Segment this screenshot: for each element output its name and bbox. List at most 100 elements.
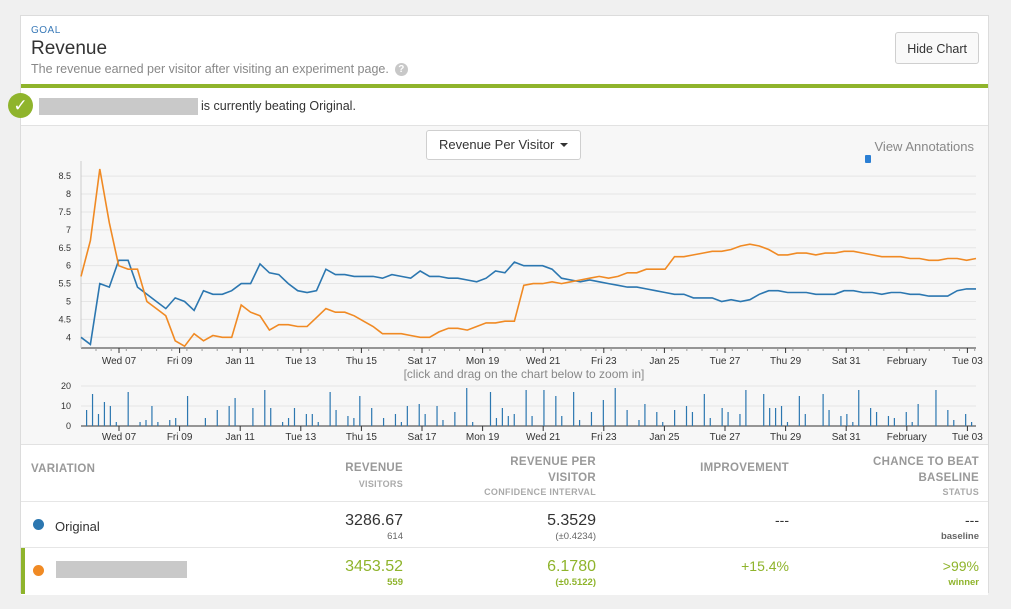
nav-x-tick-label: Sat 31: [832, 432, 861, 443]
view-annotations-link[interactable]: View Annotations: [874, 139, 975, 154]
x-tick-label: Tue 13: [285, 356, 316, 367]
nav-bar: [656, 412, 658, 426]
nav-x-tick-label: Sat 17: [408, 432, 437, 443]
nav-bar: [347, 416, 349, 426]
x-tick-label: Tue 27: [710, 356, 741, 367]
nav-bar: [917, 404, 919, 426]
nav-bar: [466, 388, 468, 426]
revenue-chart[interactable]: 4 4.5 5 5.5 6 6.5 7 7.5 8 8.5 Wed 07 Fri 09 Jan 11 Tu…: [21, 126, 988, 444]
nav-bar: [745, 390, 747, 426]
nav-bar: [424, 414, 426, 426]
nav-x-tick-label: February: [887, 432, 927, 443]
caret-down-icon: [560, 143, 569, 147]
nav-bar: [786, 422, 789, 426]
nav-bar: [703, 394, 705, 426]
winner-banner: ✓ is currently beating Original.: [8, 88, 988, 126]
x-tick-label: Sat 31: [832, 356, 861, 367]
nav-bar: [590, 412, 593, 426]
x-tick-label: Mon 19: [466, 356, 500, 367]
y-tick-label: 5.5: [58, 279, 71, 289]
nav-bar: [103, 402, 106, 426]
nav-x-tick-label: Thu 29: [770, 432, 802, 443]
nav-y-tick-label: 20: [61, 381, 71, 391]
nav-bar: [644, 404, 646, 426]
nav-bar: [573, 392, 575, 426]
nav-x-tick-label: Wed 07: [102, 432, 137, 443]
nav-bar: [893, 418, 895, 426]
nav-bar: [561, 416, 563, 426]
nav-bar: [501, 408, 503, 426]
header-chance-line1: CHANCE TO BEAT: [873, 456, 979, 468]
variation-name: Original: [55, 519, 100, 534]
nav-bar: [739, 414, 741, 426]
y-tick-label: 6.5: [58, 243, 71, 253]
x-tick-label: Tue 03: [952, 356, 983, 367]
nav-bar: [442, 420, 444, 426]
nav-bar: [145, 420, 147, 426]
x-tick-label: Wed 07: [102, 356, 137, 367]
nav-bar: [531, 416, 533, 426]
goal-label: GOAL: [31, 25, 61, 36]
nav-bar: [418, 404, 420, 426]
series-line-variation: [80, 168, 977, 348]
nav-bar: [727, 412, 729, 426]
y-tick-label: 7.5: [58, 207, 71, 217]
nav-bar: [905, 412, 907, 426]
goal-description-text: The revenue earned per visitor after vis…: [31, 62, 389, 76]
chart-area[interactable]: 4 4.5 5 5.5 6 6.5 7 7.5 8 8.5 Wed 07 Fri 09 Jan 11 Tu…: [21, 126, 988, 444]
nav-bar: [875, 412, 878, 426]
x-tick-label: Wed 21: [526, 356, 561, 367]
rpv-value: 5.3529: [547, 512, 596, 529]
x-tick-label: Fri 23: [591, 356, 617, 367]
nav-bar: [763, 394, 765, 426]
metric-selector[interactable]: Revenue Per Visitor: [426, 130, 582, 160]
y-tick-label: 6: [66, 261, 71, 271]
y-tick-label: 4.5: [58, 314, 71, 324]
nav-bar: [828, 410, 830, 426]
nav-bar: [157, 422, 159, 426]
x-tick-label: Sat 17: [408, 356, 437, 367]
nav-bar: [270, 408, 272, 426]
nav-bar: [495, 418, 498, 426]
nav-bar: [769, 408, 771, 426]
goal-card: GOAL Revenue The revenue earned per visi…: [8, 15, 989, 595]
nav-bar: [329, 392, 331, 426]
goal-title: Revenue: [31, 38, 108, 59]
nav-bar: [887, 416, 890, 426]
nav-y-tick-label: 0: [66, 421, 71, 431]
header-rpv-line2: VISITOR: [548, 472, 596, 484]
nav-bar: [870, 408, 872, 426]
y-tick-label: 7: [66, 225, 71, 235]
rpv-value: 6.1780: [547, 558, 596, 575]
redacted-variation-name: [56, 561, 187, 578]
nav-bar: [709, 418, 711, 426]
nav-bar: [287, 418, 290, 426]
series-line-original: [80, 259, 976, 346]
check-icon: ✓: [8, 93, 33, 118]
table-row-original[interactable]: Original 3286.67 614 5.3529 (±0.4234) --…: [21, 501, 988, 548]
nav-bar: [228, 406, 230, 426]
accent-divider: [21, 84, 988, 88]
nav-x-tick-label: Jan 25: [649, 432, 679, 443]
confidence-interval: (±0.4234): [555, 531, 596, 542]
improvement-value: ---: [775, 512, 789, 528]
table-row-variation[interactable]: 3453.52 559 6.1780 (±0.5122) +15.4% >99%…: [21, 547, 988, 594]
header-variation: VARIATION: [31, 463, 96, 475]
nav-bar: [454, 412, 456, 426]
nav-bar: [359, 396, 361, 426]
nav-bar: [175, 418, 177, 426]
nav-bar: [264, 390, 266, 426]
nav-x-tick-label: Thu 15: [346, 432, 378, 443]
nav-bar: [400, 422, 402, 426]
nav-bar: [293, 408, 296, 426]
x-tick-label: Jan 25: [649, 356, 679, 367]
help-icon[interactable]: ?: [394, 63, 408, 76]
nav-bar: [353, 418, 355, 426]
hide-chart-button[interactable]: Hide Chart: [895, 32, 979, 64]
y-tick-label: 5: [66, 296, 71, 306]
nav-bar: [216, 410, 218, 426]
nav-bar: [911, 422, 913, 426]
nav-bar: [852, 422, 854, 426]
header-status: STATUS: [942, 487, 979, 497]
nav-bar: [555, 396, 557, 426]
